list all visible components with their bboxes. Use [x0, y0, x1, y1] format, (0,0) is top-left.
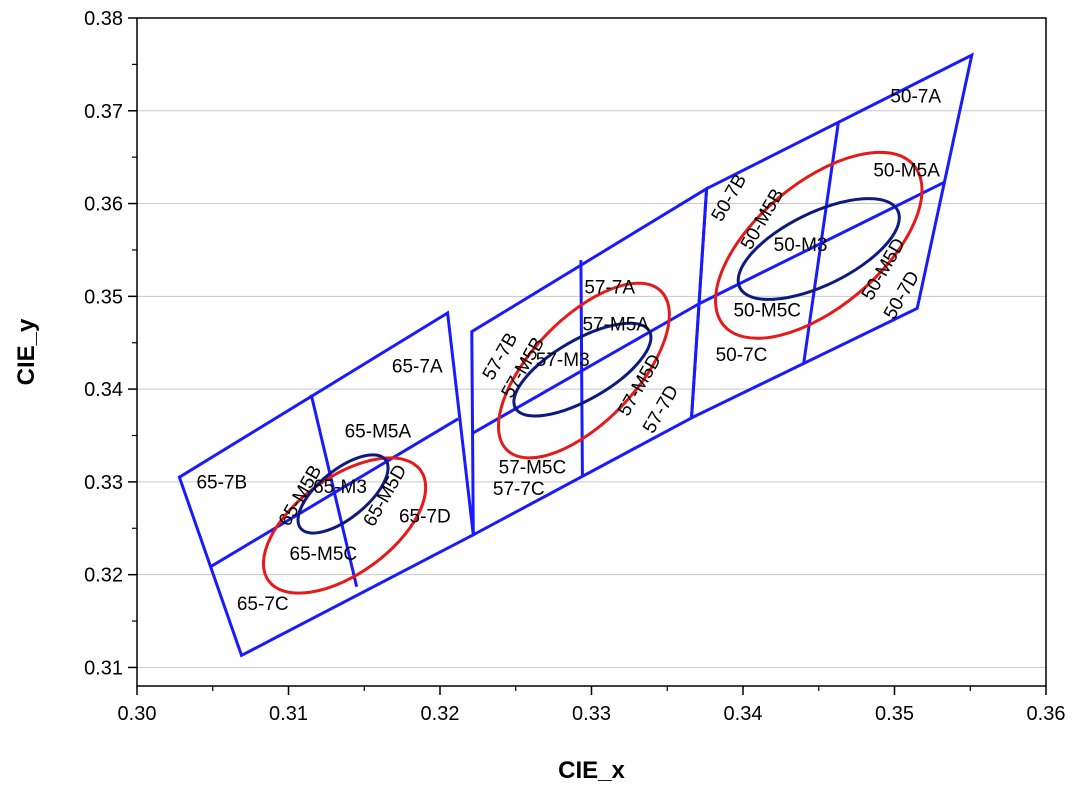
y-tick-label: 0.34 — [84, 379, 123, 401]
y-tick-label: 0.35 — [84, 286, 123, 308]
y-tick-label: 0.36 — [84, 194, 123, 216]
region-label-57-m5a: 57-M5A — [582, 315, 649, 336]
quadrangle-50 — [689, 52, 974, 421]
x-tick-label: 0.34 — [724, 703, 763, 725]
region-label-50-m5c: 50-M5C — [733, 301, 801, 322]
region-label-65-m3: 65-M3 — [313, 477, 367, 498]
y-tick-label: 0.32 — [84, 565, 123, 587]
y-tick-label: 0.37 — [84, 101, 123, 123]
y-tick-label: 0.33 — [84, 472, 123, 494]
region-label-50-m5a: 50-M5A — [873, 161, 940, 182]
axis-ticks: 0.31 0.32 0.33 0.34 0.35 0.36 0.37 0.38 0.30 0.31… — [84, 8, 1065, 725]
region-label-57-7a: 57-7A — [584, 277, 635, 298]
region-label-57-m5c: 57-M5C — [499, 457, 567, 478]
y-tick-label: 0.31 — [84, 657, 123, 679]
outer-ellipse-57 — [496, 281, 671, 460]
region-label-65-7d: 65-7D — [399, 507, 451, 528]
x-tick-label: 0.36 — [1027, 703, 1066, 725]
plot-shapes — [177, 52, 974, 658]
region-label-50-m3: 50-M3 — [774, 235, 828, 256]
region-label-65-7c: 65-7C — [237, 594, 289, 615]
divider-65-1 — [309, 394, 359, 588]
inner-ellipse-57 — [512, 321, 653, 418]
x-axis-title: CIE_x — [558, 757, 625, 784]
region-label-50-7c: 50-7C — [716, 345, 768, 366]
region-label-65-7b: 65-7B — [196, 472, 247, 493]
region-label-57-m3: 57-M3 — [536, 350, 590, 371]
x-tick-label: 0.31 — [269, 703, 308, 725]
inner-ellipse-65 — [296, 453, 390, 535]
x-tick-label: 0.35 — [875, 703, 914, 725]
divider-57-0 — [471, 302, 700, 435]
region-label-65-m5a: 65-M5A — [345, 421, 412, 442]
region-label-57-7c: 57-7C — [493, 479, 545, 500]
outer-ellipse-50 — [714, 150, 924, 340]
y-tick-label: 0.38 — [84, 8, 123, 30]
x-tick-label: 0.33 — [572, 703, 611, 725]
y-axis-title: CIE_y — [13, 318, 40, 385]
x-tick-label: 0.30 — [118, 703, 157, 725]
region-label-65-7a: 65-7A — [392, 356, 443, 377]
x-tick-label: 0.32 — [421, 703, 460, 725]
grid-lines — [137, 110, 1046, 668]
region-label-50-7b: 50-7B — [708, 171, 752, 225]
region-label-50-7a: 50-7A — [890, 86, 941, 107]
region-label-65-m5c: 65-M5C — [290, 544, 358, 565]
inner-ellipse-50 — [736, 197, 901, 301]
